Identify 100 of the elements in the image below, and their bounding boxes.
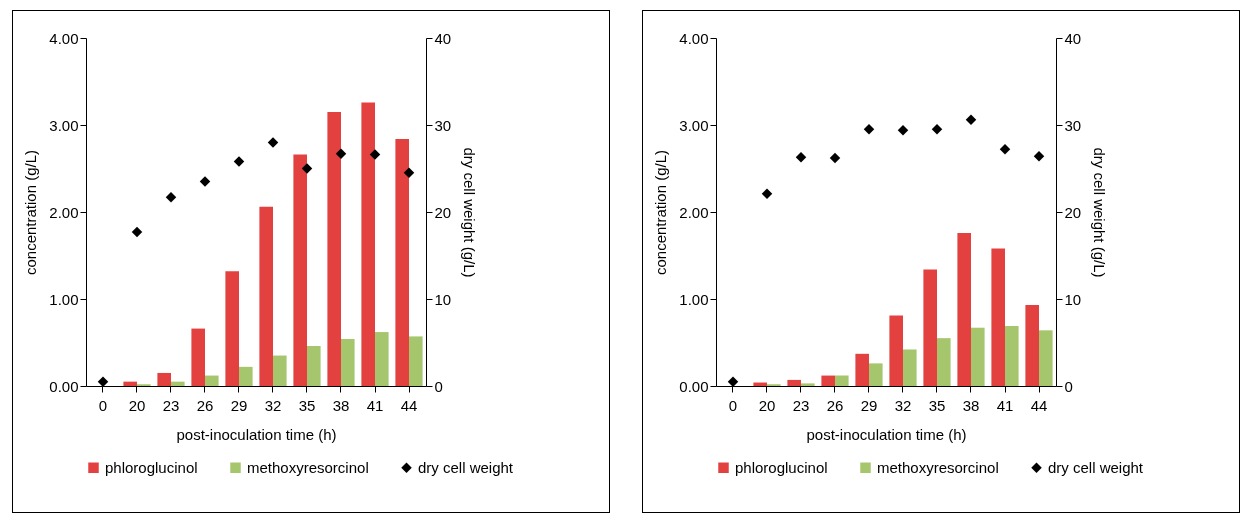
y-tick-label: 4.00 — [49, 29, 79, 47]
bar — [361, 102, 375, 386]
bar — [239, 366, 253, 386]
point — [97, 376, 109, 387]
bar — [259, 206, 273, 386]
point — [965, 114, 977, 126]
bar — [225, 271, 239, 386]
y-tick-label: 2.00 — [49, 203, 79, 221]
legend-label: dry cell weight — [418, 458, 514, 476]
x-tick-label: 35 — [928, 396, 946, 414]
y-tick-label: 4.00 — [679, 29, 709, 47]
y2-tick-label: 30 — [1064, 116, 1082, 134]
x-axis-title: post-inoculation time (h) — [176, 425, 337, 443]
x-tick-label: 29 — [860, 396, 878, 414]
x-tick-label: 35 — [298, 396, 316, 414]
x-tick-label: 38 — [332, 396, 350, 414]
legend-label: phloroglucinol — [735, 458, 828, 476]
y-tick-label: 3.00 — [679, 116, 709, 134]
bar — [293, 154, 307, 386]
x-tick-label: 26 — [196, 396, 214, 414]
legend-label: methoxyresorcinol — [247, 458, 369, 476]
point — [931, 124, 943, 135]
bar — [375, 332, 389, 386]
y2-tick-label: 20 — [1064, 203, 1082, 221]
legend-label: dry cell weight — [1048, 458, 1144, 476]
point — [165, 191, 177, 203]
y-tick-label: 0.00 — [49, 377, 79, 395]
x-tick-label: 29 — [230, 396, 248, 414]
point — [301, 163, 313, 174]
legend-label: methoxyresorcinol — [877, 458, 999, 476]
y-tick-label: 1.00 — [679, 290, 709, 308]
bar — [409, 336, 423, 386]
y-tick-label: 1.00 — [49, 290, 79, 308]
point — [233, 156, 245, 167]
bar — [835, 375, 849, 386]
x-tick-label: 44 — [400, 396, 418, 414]
point — [863, 124, 875, 135]
x-tick-label: 32 — [894, 396, 912, 414]
y2-tick-label: 20 — [434, 203, 452, 221]
bar — [307, 345, 321, 386]
y2-tick-label: 0 — [1064, 377, 1073, 395]
x-tick-label: 41 — [996, 396, 1014, 414]
bar — [327, 111, 341, 386]
bar — [957, 232, 971, 386]
y2-tick-label: 10 — [434, 290, 452, 308]
y-axis-title: concentration (g/L) — [652, 149, 670, 276]
bar — [341, 339, 355, 386]
bar — [937, 338, 951, 386]
y-tick-label: 0.00 — [679, 377, 709, 395]
bar — [991, 248, 1005, 386]
x-axis-title: post-inoculation time (h) — [806, 425, 967, 443]
bar — [395, 138, 409, 386]
bar — [1039, 330, 1053, 386]
point — [199, 176, 211, 187]
bar — [869, 363, 883, 386]
bar — [1025, 305, 1039, 386]
x-tick-label: 23 — [162, 396, 180, 414]
point — [267, 137, 279, 148]
point — [795, 151, 807, 163]
y2-tick-label: 40 — [434, 29, 452, 47]
y2-tick-label: 30 — [434, 116, 452, 134]
x-tick-label: 0 — [98, 396, 108, 414]
bar — [273, 355, 287, 386]
point — [727, 376, 739, 387]
y-tick-label: 3.00 — [49, 116, 79, 134]
y2-tick-label: 10 — [1064, 290, 1082, 308]
bar — [205, 375, 219, 386]
x-tick-label: 0 — [728, 396, 738, 414]
bar — [171, 381, 185, 386]
bar — [923, 269, 937, 386]
point — [369, 149, 381, 160]
bar — [1005, 325, 1019, 386]
y2-axis-title: dry cell weight (g/L) — [461, 147, 479, 278]
y-tick-label: 2.00 — [679, 203, 709, 221]
bar — [801, 383, 815, 386]
y-axis-title: concentration (g/L) — [22, 149, 40, 276]
bar — [191, 328, 205, 386]
point — [897, 124, 909, 136]
point — [999, 144, 1011, 155]
x-tick-label: 26 — [826, 396, 844, 414]
bar — [787, 379, 801, 386]
point — [761, 188, 773, 199]
bar — [971, 327, 985, 386]
point — [131, 226, 143, 238]
x-tick-label: 44 — [1030, 396, 1048, 414]
y2-axis-title: dry cell weight (g/L) — [1091, 147, 1109, 278]
x-tick-label: 32 — [264, 396, 282, 414]
bar — [855, 353, 869, 386]
point — [403, 167, 415, 179]
y2-tick-label: 0 — [434, 377, 443, 395]
x-tick-label: 23 — [792, 396, 810, 414]
x-tick-label: 41 — [366, 396, 384, 414]
point — [335, 148, 347, 159]
x-tick-label: 38 — [962, 396, 980, 414]
x-tick-label: 20 — [758, 396, 776, 414]
legend-label: phloroglucinol — [105, 458, 198, 476]
bar — [903, 349, 917, 386]
bar — [889, 315, 903, 386]
x-tick-label: 20 — [128, 396, 146, 414]
bar — [123, 381, 137, 386]
